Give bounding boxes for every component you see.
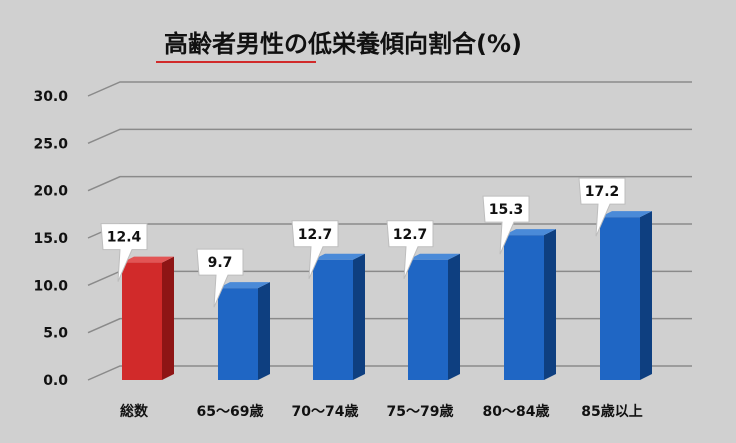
bar-top — [313, 253, 365, 260]
bar-front — [218, 288, 258, 380]
bar: 17.2 — [578, 177, 652, 380]
y-axis: 0.0 5.0 10.0 15.0 20.0 25.0 30.0 — [33, 89, 68, 389]
chart-title: 高齢者男性の低栄養傾向割合(%) — [164, 30, 522, 58]
bar: 12.7 — [386, 220, 460, 380]
bar-front — [313, 259, 353, 380]
bar-top — [218, 282, 270, 289]
bar: 12.4 — [100, 223, 174, 380]
category-label: 80～84歳 — [483, 403, 550, 420]
bar: 9.7 — [196, 248, 270, 380]
bar-layer: 12.4 9.7 12.7 12.7 15.3 17.2 — [100, 177, 652, 380]
gridline — [87, 317, 692, 334]
y-tick-label: 5.0 — [43, 326, 68, 342]
y-tick-label: 25.0 — [33, 136, 68, 152]
category-label: 70～74歳 — [292, 403, 359, 420]
bar-front — [600, 217, 640, 380]
bar: 12.7 — [291, 220, 365, 380]
data-label-callout — [196, 248, 244, 308]
bar: 15.3 — [482, 195, 556, 380]
category-label: 総数 — [120, 403, 149, 420]
y-tick-label: 20.0 — [33, 184, 68, 200]
y-tick-label: 10.0 — [33, 278, 68, 294]
data-label-callout — [386, 220, 434, 279]
gridline — [87, 365, 692, 381]
bar-front — [122, 262, 162, 380]
bar-side — [544, 229, 556, 380]
y-tick-label: 15.0 — [33, 231, 68, 247]
bar-side — [258, 282, 270, 380]
y-tick-label: 30.0 — [33, 89, 68, 105]
bar-side — [353, 253, 365, 380]
bar-top — [600, 211, 652, 218]
data-label: 9.7 — [208, 255, 233, 271]
bar-side — [640, 211, 652, 380]
bar-front — [504, 235, 544, 380]
category-label: 65～69歳 — [197, 403, 264, 420]
data-label-callout — [100, 223, 148, 282]
gridline — [87, 128, 692, 145]
gridline — [87, 175, 692, 192]
data-label-callout — [291, 220, 339, 279]
data-label-callout — [578, 177, 626, 237]
bar-side — [448, 253, 460, 380]
y-tick-label: 0.0 — [43, 373, 68, 389]
x-axis: 総数 65～69歳 70～74歳 75～79歳 80～84歳 85歳以上 — [120, 403, 643, 420]
data-label-callout — [482, 195, 530, 255]
bar-side — [162, 256, 174, 380]
data-label: 15.3 — [489, 202, 524, 218]
data-label: 17.2 — [585, 184, 620, 200]
bar-top — [504, 229, 556, 236]
data-label: 12.4 — [107, 230, 142, 246]
data-label: 12.7 — [298, 227, 333, 243]
category-label: 75～79歳 — [387, 403, 454, 420]
bar-top — [408, 253, 460, 260]
bar-top — [122, 256, 174, 263]
category-label: 85歳以上 — [581, 403, 642, 420]
data-label: 12.7 — [393, 227, 428, 243]
gridline — [87, 81, 692, 97]
bar-front — [408, 259, 448, 380]
